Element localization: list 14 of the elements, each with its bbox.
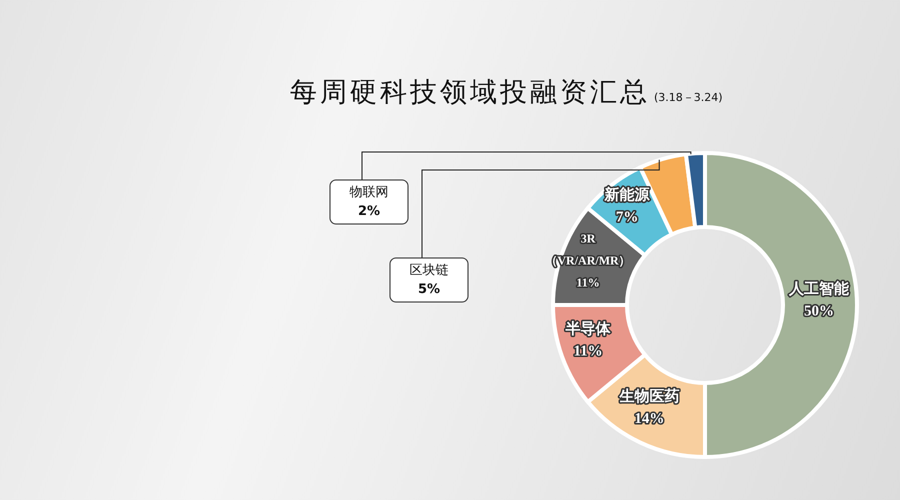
data-label: 14% [634, 411, 664, 428]
data-label: 2% [358, 204, 380, 219]
data-label: 11% [576, 275, 600, 290]
slice-label: 半导体 [564, 320, 612, 338]
data-label: 11% [573, 344, 603, 360]
chart-subtitle: (3.18－3.24) [654, 91, 723, 104]
data-label: 50% [804, 303, 834, 320]
slice-label: 区块链 [410, 263, 448, 278]
chart-title: 每周硬科技领域投融资汇总 [290, 77, 650, 108]
slice-label: 物联网 [350, 185, 388, 200]
data-label: 7% [616, 209, 638, 226]
data-label: 5% [418, 282, 440, 297]
slice-label: 生物医药 [618, 388, 680, 406]
slice-label: 人工智能 [788, 280, 850, 298]
